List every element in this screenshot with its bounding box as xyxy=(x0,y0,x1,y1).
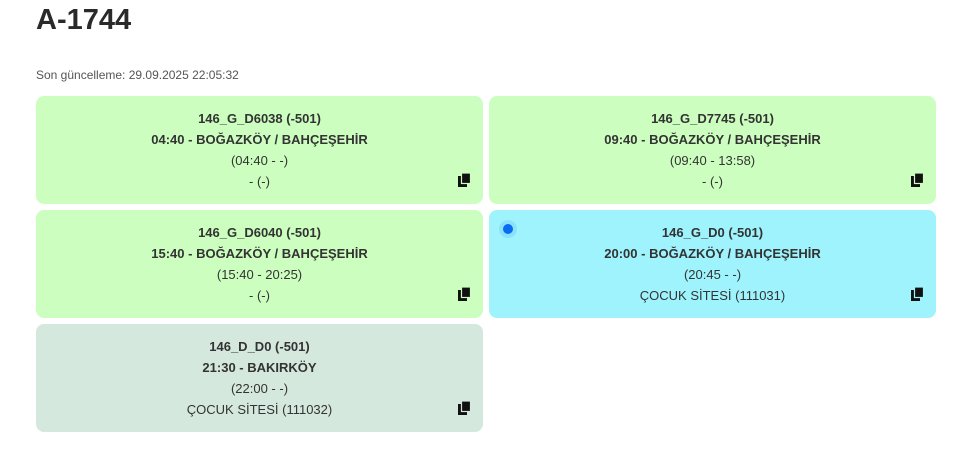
trip-card[interactable]: 146_G_D6040 (-501) 15:40 - BOĞAZKÖY / BA… xyxy=(36,210,483,318)
trip-times: (20:45 - -) xyxy=(683,267,742,282)
trip-card[interactable]: 146_G_D7745 (-501) 09:40 - BOĞAZKÖY / BA… xyxy=(489,96,936,204)
trip-location: ÇOCUK SİTESİ (111032) xyxy=(186,402,333,417)
copy-icon[interactable] xyxy=(458,287,471,301)
trip-route: 21:30 - BAKIRKÖY xyxy=(202,360,317,375)
trip-card[interactable]: 146_D_D0 (-501) 21:30 - BAKIRKÖY (22:00 … xyxy=(36,324,483,432)
active-indicator-icon xyxy=(503,224,513,234)
trip-code: 146_G_D0 (-501) xyxy=(661,225,764,240)
trip-card[interactable]: 146_G_D6038 (-501) 04:40 - BOĞAZKÖY / BA… xyxy=(36,96,483,204)
page-title: A-1744 xyxy=(36,4,132,36)
trip-route: 04:40 - BOĞAZKÖY / BAHÇEŞEHİR xyxy=(151,132,368,147)
trip-route: 20:00 - BOĞAZKÖY / BAHÇEŞEHİR xyxy=(604,246,821,261)
trip-location: - (-) xyxy=(249,174,270,189)
trip-code: 146_D_D0 (-501) xyxy=(209,339,310,354)
trip-times: (15:40 - 20:25) xyxy=(216,267,303,282)
trip-route: 09:40 - BOĞAZKÖY / BAHÇEŞEHİR xyxy=(604,132,821,147)
trip-location: - (-) xyxy=(702,174,723,189)
copy-icon[interactable] xyxy=(911,287,924,301)
trip-route: 15:40 - BOĞAZKÖY / BAHÇEŞEHİR xyxy=(151,246,368,261)
copy-icon[interactable] xyxy=(911,173,924,187)
trip-code: 146_G_D6040 (-501) xyxy=(198,225,321,240)
last-updated: Son güncelleme: 29.09.2025 22:05:32 xyxy=(36,68,239,82)
copy-icon[interactable] xyxy=(458,401,471,415)
copy-icon[interactable] xyxy=(458,173,471,187)
trip-location: - (-) xyxy=(249,288,270,303)
trip-code: 146_G_D7745 (-501) xyxy=(651,111,774,126)
trip-location: ÇOCUK SİTESİ (111031) xyxy=(639,288,786,303)
trip-times: (09:40 - 13:58) xyxy=(669,153,756,168)
trip-times: (22:00 - -) xyxy=(230,381,289,396)
trip-code: 146_G_D6038 (-501) xyxy=(198,111,321,126)
trip-times: (04:40 - -) xyxy=(230,153,289,168)
trip-card[interactable]: 146_G_D0 (-501) 20:00 - BOĞAZKÖY / BAHÇE… xyxy=(489,210,936,318)
